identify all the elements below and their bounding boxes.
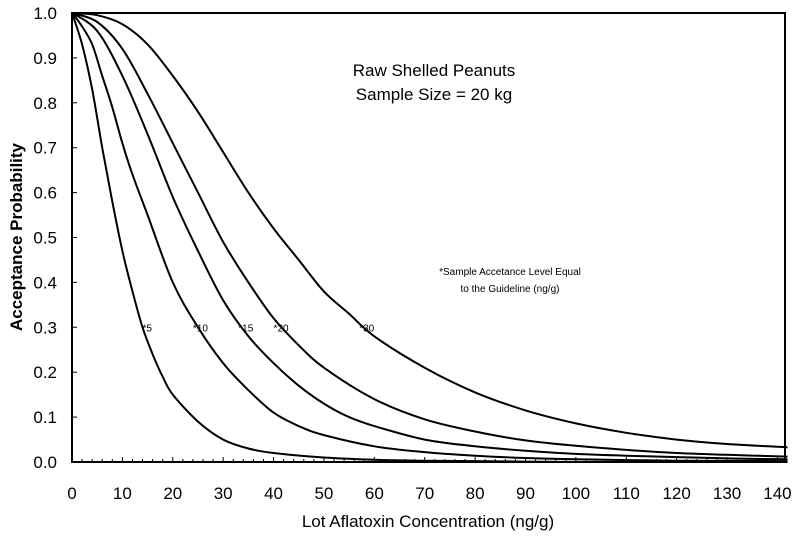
curve-label: *5	[143, 323, 153, 334]
chart-title: Raw Shelled Peanuts	[353, 61, 516, 80]
y-axis-ticks: 0.0 0.1 0.2 0.3 0.4 0.5 0.6 0.7 0.8 0.9 1.0	[33, 4, 77, 472]
x-tick-label: 60	[365, 484, 384, 503]
y-tick-label: 1.0	[33, 4, 57, 23]
y-tick-label: 0.0	[33, 453, 57, 472]
annotation-line-1: *Sample Accetance Level Equal	[439, 267, 581, 278]
curve-level-5	[71, 12, 788, 464]
x-tick-label: 40	[264, 484, 283, 503]
curve-label: *10	[193, 323, 208, 334]
x-tick-label: 80	[466, 484, 485, 503]
curve-level-20	[71, 12, 788, 458]
y-tick-label: 0.1	[33, 408, 57, 427]
x-tick-label: 10	[113, 484, 132, 503]
x-tick-label: 110	[613, 484, 640, 503]
curve-level-10	[71, 12, 788, 463]
y-tick-label: 0.3	[33, 318, 57, 337]
y-tick-label: 0.6	[33, 184, 57, 203]
curve-level-15	[71, 12, 788, 461]
curve-label: *20	[274, 323, 289, 334]
y-tick-label: 0.9	[33, 49, 57, 68]
y-tick-label: 0.7	[33, 139, 57, 158]
x-tick-label: 130	[713, 484, 741, 503]
x-tick-label: 0	[67, 484, 76, 503]
x-tick-label: 120	[662, 484, 690, 503]
x-tick-label: 100	[562, 484, 590, 503]
curve-label: *15	[238, 323, 253, 334]
x-tick-label: 140	[763, 484, 791, 503]
y-axis-title: Acceptance Probability	[7, 142, 26, 331]
y-tick-label: 0.4	[33, 273, 57, 292]
x-tick-label: 30	[214, 484, 233, 503]
x-tick-label: 20	[163, 484, 182, 503]
curve-label: *30	[359, 323, 374, 334]
y-tick-label: 0.8	[33, 94, 57, 113]
chart-subtitle: Sample Size = 20 kg	[356, 85, 512, 104]
plot-frame	[71, 12, 786, 463]
x-axis-ticks: 0 10 20 30 40 50 60 70 80 90 100 110 120 130 140	[67, 457, 792, 503]
x-axis-title: Lot Aflatoxin Concentration (ng/g)	[302, 512, 554, 531]
x-tick-label: 90	[516, 484, 535, 503]
x-tick-label: 70	[415, 484, 434, 503]
x-tick-label: 50	[314, 484, 333, 503]
y-tick-label: 0.5	[33, 229, 57, 248]
curve-labels: *5 *10 *15 *20 *30	[143, 323, 375, 334]
curves	[71, 12, 788, 464]
curve-level-30	[71, 12, 788, 449]
annotation-line-2: to the Guideline (ng/g)	[461, 284, 560, 295]
y-tick-label: 0.2	[33, 363, 57, 382]
